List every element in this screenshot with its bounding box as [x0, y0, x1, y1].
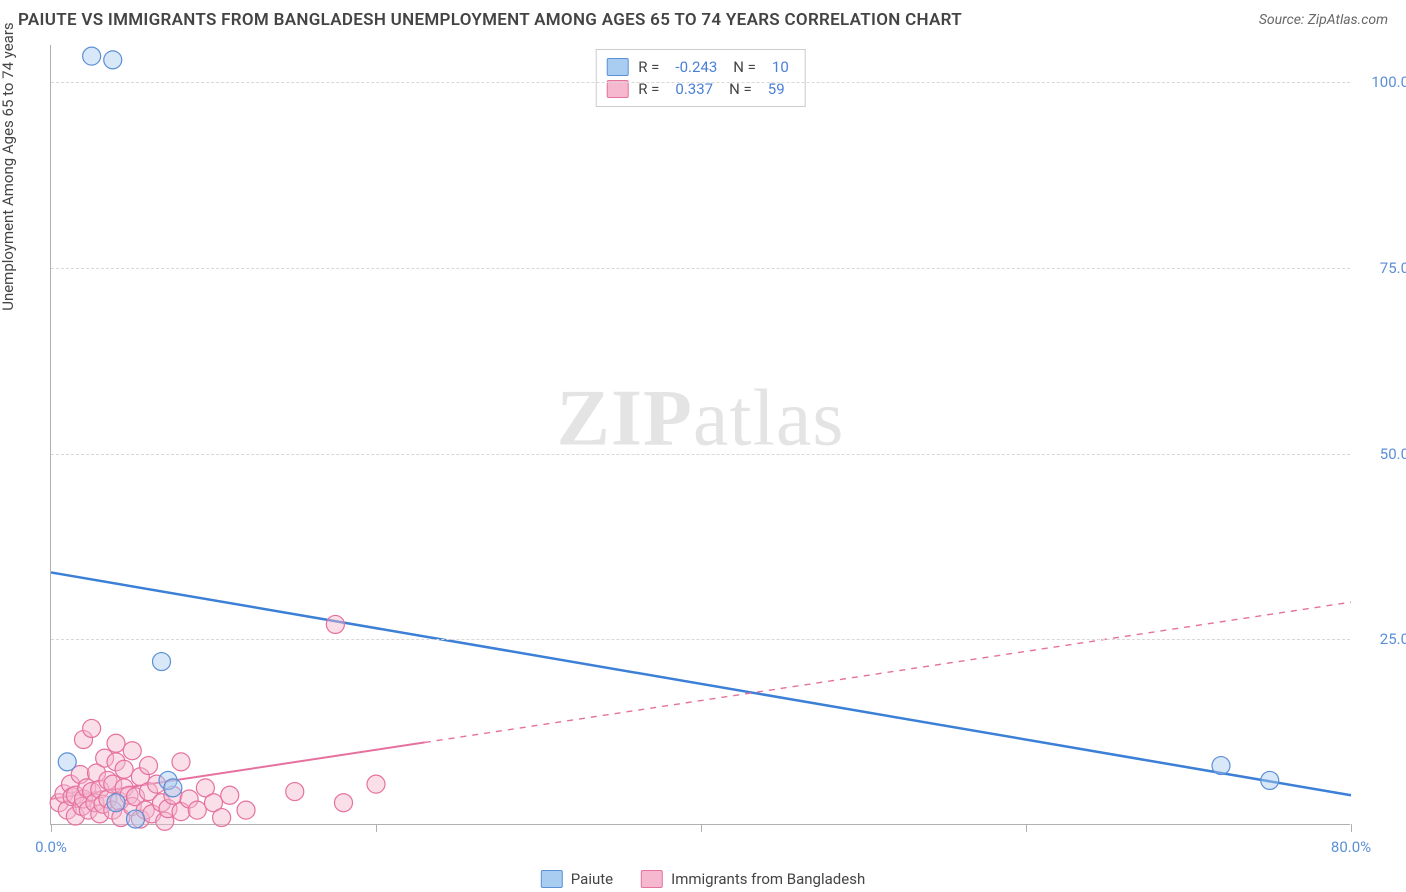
x-tick — [1351, 824, 1352, 832]
y-tick-label: 100.0% — [1360, 73, 1406, 91]
x-tick-label: 0.0% — [35, 838, 67, 856]
x-tick — [701, 824, 702, 832]
x-tick-label: 80.0% — [1331, 838, 1371, 856]
plot-area: ZIPatlas R = -0.243 N = 10 R = 0.337 N =… — [50, 45, 1350, 825]
legend-swatch-paiute — [541, 870, 563, 888]
x-tick — [51, 824, 52, 832]
y-tick-label: 75.0% — [1360, 259, 1406, 277]
legend-label-paiute: Paiute — [571, 870, 613, 888]
bottom-legend: Paiute Immigrants from Bangladesh — [541, 870, 865, 888]
y-tick-label: 50.0% — [1360, 445, 1406, 463]
legend-item-paiute: Paiute — [541, 870, 613, 888]
gridline — [51, 454, 1350, 455]
chart-svg — [51, 45, 1350, 824]
legend-label-bangladesh: Immigrants from Bangladesh — [671, 870, 865, 888]
chart-title: PAIUTE VS IMMIGRANTS FROM BANGLADESH UNE… — [18, 10, 962, 30]
x-tick — [1026, 824, 1027, 832]
y-tick-label: 25.0% — [1360, 630, 1406, 648]
legend-item-bangladesh: Immigrants from Bangladesh — [641, 870, 865, 888]
legend-swatch-bangladesh — [641, 870, 663, 888]
gridline — [51, 268, 1350, 269]
x-tick — [376, 824, 377, 832]
source-label: Source: ZipAtlas.com — [1259, 12, 1388, 28]
y-axis-label: Unemployment Among Ages 65 to 74 years — [0, 22, 17, 310]
gridline — [51, 639, 1350, 640]
gridline — [51, 82, 1350, 83]
